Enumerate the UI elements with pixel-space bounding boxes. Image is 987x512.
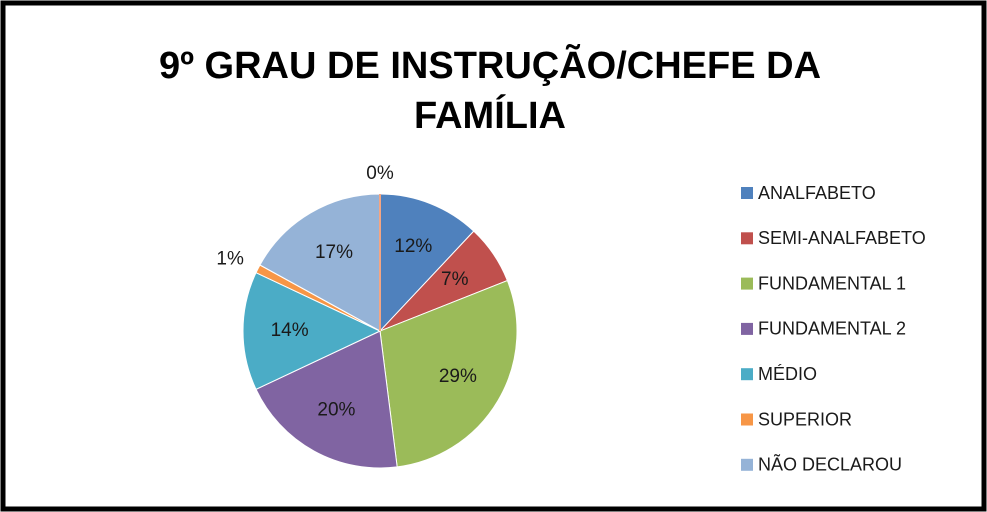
- legend-swatch: [741, 458, 753, 471]
- data-label: 1%: [216, 249, 244, 270]
- legend-swatch: [741, 322, 753, 335]
- legend-swatch: [741, 368, 753, 381]
- pie-slice: [379, 279, 518, 468]
- legend-label: NÃO DECLAROU: [758, 454, 902, 475]
- pie-slice: [242, 272, 382, 390]
- chart-title: 9º GRAU DE INSTRUÇÃO/CHEFE DA FAMÍLIA: [159, 43, 821, 137]
- legend-swatch: [741, 232, 753, 245]
- legend-swatch: [741, 277, 753, 290]
- data-label: 12%: [394, 236, 432, 257]
- pie-slice: [259, 193, 381, 332]
- data-label: 20%: [317, 399, 355, 420]
- data-label: 29%: [439, 366, 477, 387]
- data-label: 17%: [315, 242, 353, 263]
- data-label: 14%: [271, 320, 309, 341]
- data-label: 0%: [366, 163, 394, 184]
- pie-slice: [255, 330, 398, 469]
- legend-label: FUNDAMENTAL 2: [758, 319, 906, 339]
- legend-label: SUPERIOR: [758, 409, 852, 429]
- legend-label: FUNDAMENTAL 1: [758, 273, 906, 293]
- legend-label: MÉDIO: [758, 364, 817, 384]
- legend-swatch: [741, 187, 753, 199]
- pie-slice: [379, 193, 475, 333]
- legend-swatch: [741, 413, 753, 426]
- legend-label: SEMI-ANALFABETO: [758, 228, 926, 248]
- data-label: 7%: [441, 269, 469, 290]
- legend-label: ANALFABETO: [758, 183, 876, 203]
